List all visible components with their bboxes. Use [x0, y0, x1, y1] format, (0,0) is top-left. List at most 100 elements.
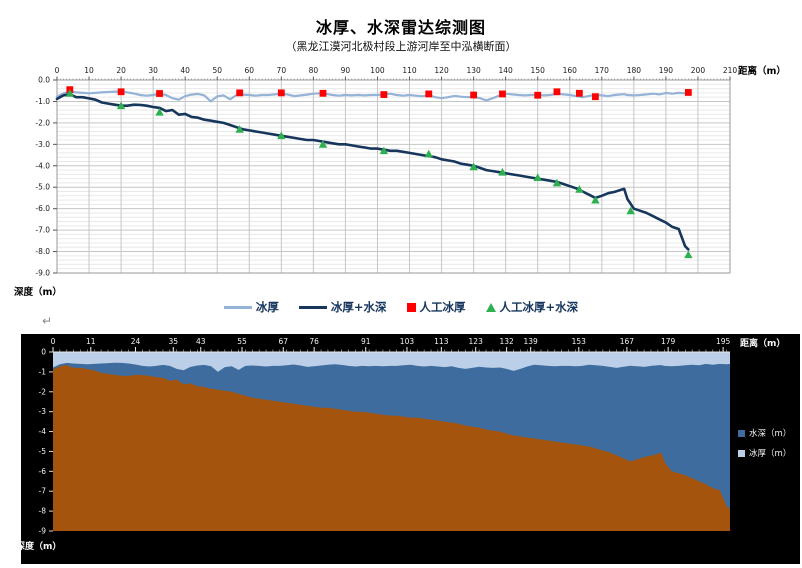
chart-title: 冰厚、水深雷达综测图 [315, 18, 486, 37]
x-tick-label: 80 [309, 66, 319, 75]
y-tick-label: -6 [39, 467, 47, 476]
ice-thickness-line [55, 90, 690, 103]
line-chart-canvas: 0 10 20 30 40 50 60 70 80 90 100 110 120 130 140 150 160… [14, 65, 786, 298]
x-tick-label: 103 [400, 337, 415, 346]
x-tick-label: 20 [116, 66, 126, 75]
legend-label: 人工冰厚 [419, 300, 466, 314]
square-marker [553, 88, 561, 96]
ice-water-line-swatch [298, 305, 327, 309]
x-axis-title: 距离（m） [740, 337, 785, 349]
triangle-marker [235, 125, 244, 133]
square-marker [592, 93, 599, 101]
y-tick-label: -4.0 [35, 161, 50, 170]
x-tick-label: 24 [131, 337, 141, 346]
triangle-marker [498, 168, 507, 176]
triangle-marker [552, 178, 562, 187]
legend-label: 人工冰厚+水深 [499, 300, 579, 314]
x-tick-label: 35 [169, 337, 179, 346]
y-tick-label: -6.0 [35, 204, 50, 213]
x-tick-label: 10 [84, 66, 94, 75]
triangle-marker [116, 101, 126, 110]
x-tick-label: 210 [723, 66, 738, 75]
y-axis-title: 深度（m） [14, 286, 62, 298]
x-tick-label: 160 [563, 66, 578, 75]
y-tick-label: -2.0 [35, 118, 50, 127]
line-chart: 0 10 20 30 40 50 60 70 80 90 100 110 120 130 140 150 160… [0, 55, 802, 305]
x-tick-label: 123 [469, 337, 484, 346]
legend-label: 水深（m） [749, 429, 792, 439]
x-tick-label: 91 [361, 337, 371, 346]
x-tick-label: 90 [341, 66, 351, 75]
x-tick-label: 195 [716, 337, 731, 346]
square-marker [499, 90, 506, 98]
manual-ice-water-points [65, 89, 693, 259]
plot-area: 0 10 20 30 40 50 60 70 80 90 100 110 120 130 140 150 160… [35, 66, 737, 278]
y-tick-label: -1.0 [35, 97, 50, 106]
y-tick-label: -3.0 [35, 140, 50, 149]
y-tick-label: -8.0 [35, 247, 50, 256]
x-tick-label: 190 [659, 66, 674, 75]
x-tick-label: 43 [196, 337, 206, 346]
x-tick-label: 11 [86, 337, 96, 346]
square-marker [470, 91, 478, 99]
legend-label: 冰厚 [255, 300, 279, 314]
triangle-marker [591, 195, 600, 204]
y-tick-label: -7.0 [35, 226, 50, 235]
square-marker [534, 91, 542, 99]
x-tick-label: 55 [237, 337, 247, 346]
manual-ice-water-marker-swatch [485, 302, 496, 312]
water-depth-area [53, 352, 730, 510]
x-tick-label: 100 [370, 66, 385, 75]
x-tick-label: 0 [51, 337, 56, 346]
triangle-marker [575, 185, 584, 193]
square-marker [684, 89, 692, 96]
triangle-marker [626, 206, 635, 215]
square-marker [425, 90, 433, 98]
y-tick-label: -5.0 [35, 183, 50, 192]
x-tick-label: 0 [55, 66, 60, 75]
y-tick-label: -8 [39, 507, 47, 516]
y-tick-label: -9 [39, 527, 47, 536]
legend-label: 冰厚+水深 [330, 300, 387, 314]
x-tick-label: 132 [499, 337, 514, 346]
legend-item-water-depth: 水深（m） [738, 427, 791, 439]
x-tick-label: 113 [434, 337, 449, 346]
square-marker [117, 88, 125, 96]
water-depth-swatch [738, 429, 745, 437]
legend-label: 冰厚（m） [749, 449, 792, 459]
y-tick-label: 0 [41, 348, 46, 357]
triangle-marker [65, 89, 75, 97]
x-tick-label: 30 [148, 66, 158, 75]
legend-item-ice-thick: 冰厚（m） [738, 447, 791, 459]
y-tick-label: -4 [39, 427, 47, 436]
triangle-marker [469, 162, 478, 171]
triangle-marker [684, 250, 693, 259]
y-tick-label: -3 [39, 407, 47, 416]
x-tick-label: 76 [309, 337, 319, 346]
x-tick-label: 70 [277, 66, 287, 75]
x-tick-label: 67 [278, 337, 288, 346]
square-marker [156, 90, 163, 97]
square-marker [277, 89, 285, 97]
square-marker [575, 89, 583, 97]
x-tick-label: 50 [212, 66, 222, 75]
y-axis-title: 深度（m） [16, 540, 61, 552]
y-tick-label: -1 [39, 367, 47, 376]
ice-thickness-swatch [738, 449, 745, 457]
y-tick-label: 0.0 [38, 76, 50, 85]
stacked-area-chart: 0 11 24 35 43 55 67 76 91 103 113 123 132 139 153 167 17… [0, 328, 802, 568]
x-tick-label: 179 [661, 337, 676, 346]
legend-item-ice-water: 冰厚+水深 [298, 299, 387, 315]
triangle-marker [277, 131, 286, 140]
x-tick-label: 120 [434, 66, 449, 75]
x-tick-label: 200 [691, 66, 706, 75]
x-tick-label: 150 [531, 66, 546, 75]
ice-plus-water-line [55, 92, 690, 251]
paragraph-return-mark: ↵ [42, 314, 53, 328]
area-chart-legend: 水深（m） 冰厚（m） [738, 427, 791, 459]
x-tick-label: 130 [466, 66, 481, 75]
legend-item-manual-ice-water: 人工冰厚+水深 [485, 299, 579, 315]
ice-thickness-area [53, 352, 730, 372]
ice-line-swatch [223, 305, 252, 309]
